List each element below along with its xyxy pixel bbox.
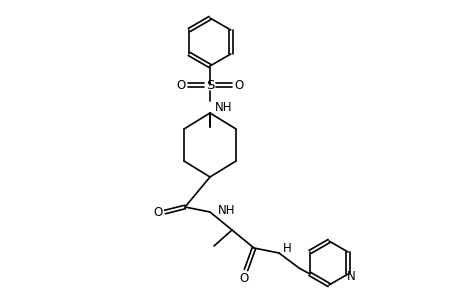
Text: NH: NH (214, 100, 232, 113)
Text: H: H (282, 242, 291, 256)
Text: S: S (205, 79, 214, 92)
Text: NH: NH (218, 203, 235, 217)
Text: O: O (234, 79, 243, 92)
Text: O: O (239, 272, 248, 284)
Text: O: O (153, 206, 162, 218)
Text: O: O (176, 79, 185, 92)
Text: N: N (346, 269, 355, 283)
